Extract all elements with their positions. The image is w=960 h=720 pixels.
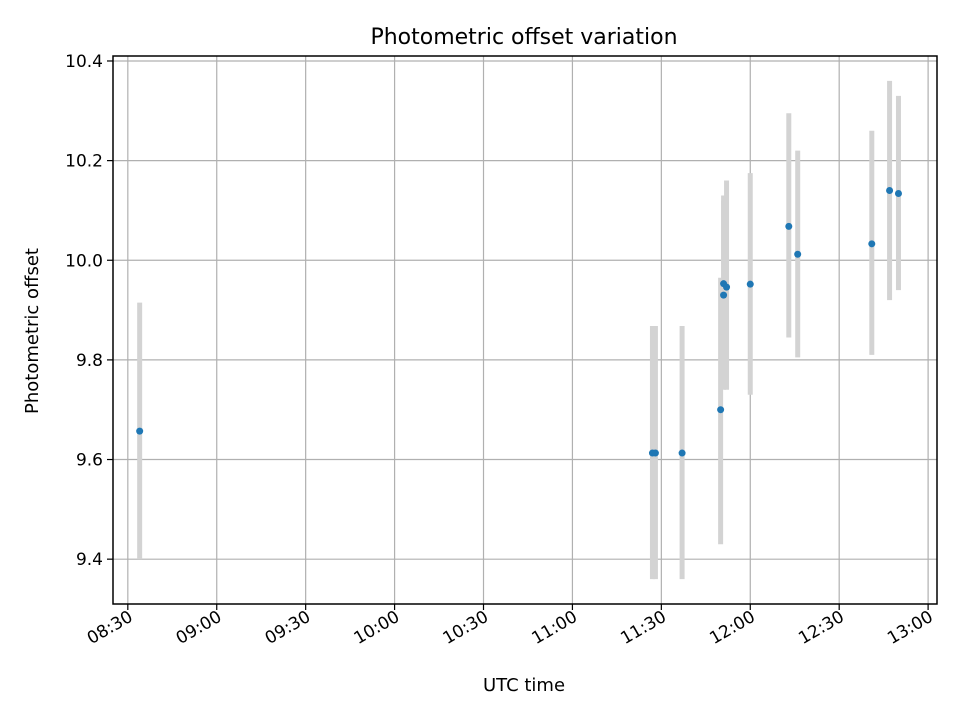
x-tick-label: 08:30 bbox=[84, 607, 136, 649]
x-tick-label: 09:00 bbox=[173, 607, 225, 649]
error-bars bbox=[137, 80, 901, 580]
data-point bbox=[868, 240, 876, 248]
x-tick-label: 13:00 bbox=[884, 607, 936, 649]
chart-title: Photometric offset variation bbox=[370, 25, 677, 50]
y-axis-label: Photometric offset bbox=[22, 248, 43, 414]
x-tick-label: 11:00 bbox=[528, 607, 580, 649]
data-point bbox=[794, 250, 802, 258]
y-tick-label: 9.6 bbox=[76, 451, 103, 471]
x-axis-label: UTC time bbox=[483, 675, 565, 696]
x-tick-label: 11:30 bbox=[617, 607, 669, 649]
data-point bbox=[723, 283, 731, 291]
x-tick-label: 09:30 bbox=[262, 607, 314, 649]
x-tick-label: 10:30 bbox=[440, 607, 492, 649]
data-point bbox=[720, 291, 728, 299]
plot-frame bbox=[112, 55, 938, 605]
x-axis-ticks: 08:30 09:00 09:30 10:00 10:30 11:00 11:30 12:00… bbox=[84, 604, 937, 649]
x-tick-label: 12:30 bbox=[795, 607, 847, 649]
data-point bbox=[678, 449, 686, 457]
data-point bbox=[894, 189, 902, 197]
y-tick-label: 9.4 bbox=[76, 550, 103, 570]
data-point bbox=[886, 187, 894, 195]
data-point bbox=[746, 280, 754, 288]
y-tick-label: 10.4 bbox=[65, 52, 103, 72]
y-tick-label: 10.0 bbox=[65, 251, 103, 271]
data-point bbox=[651, 449, 659, 457]
data-point bbox=[136, 427, 144, 435]
y-tick-label: 10.2 bbox=[65, 152, 103, 172]
y-axis-ticks: 9.4 9.6 9.8 10.0 10.2 10.4 bbox=[65, 52, 113, 570]
x-tick-label: 10:00 bbox=[351, 607, 403, 649]
y-tick-label: 9.8 bbox=[76, 351, 103, 371]
data-point bbox=[785, 222, 793, 230]
data-points bbox=[136, 187, 902, 457]
data-point bbox=[717, 406, 725, 414]
grid bbox=[113, 56, 937, 604]
x-tick-label: 12:00 bbox=[706, 607, 758, 649]
